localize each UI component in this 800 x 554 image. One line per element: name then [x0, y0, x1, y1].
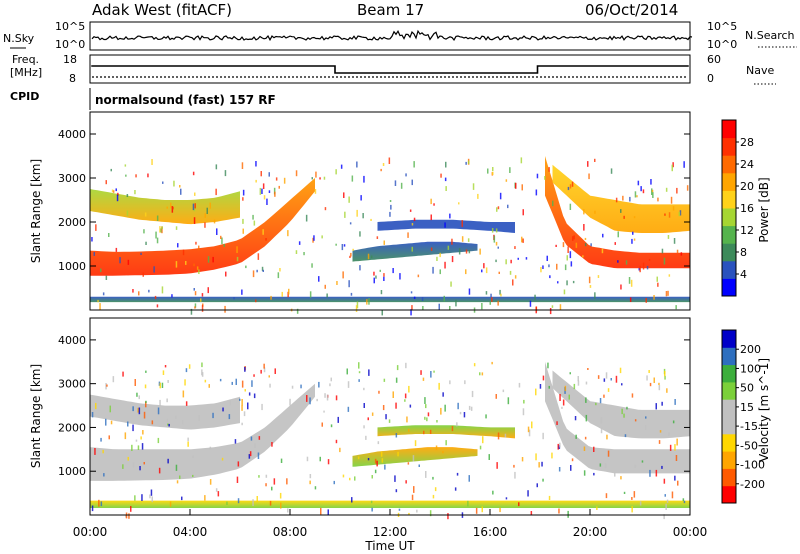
velocity-colorbar-segment: [722, 416, 736, 435]
velocity-colorbar-segment: [722, 399, 736, 417]
velocity-scatter-region: [90, 500, 690, 508]
velocity-ylabel: Slant Range [km]: [29, 364, 43, 468]
velocity-scatter-region: [90, 383, 315, 481]
frequency-panel: Freq. [MHz] 18 8 60 0 Nave: [10, 53, 776, 85]
station-title: Adak West (fitACF): [92, 1, 232, 19]
freq-ytick-top: 18: [63, 53, 77, 66]
time-xtick-label: 16:00: [473, 525, 508, 539]
power-colorbar-segment: [722, 208, 736, 227]
power-colorbar-label: Power [dB]: [757, 177, 771, 242]
power-scatter-region: [377, 219, 515, 233]
velocity-colorbar-segment: [722, 347, 736, 366]
velocity-speckle: [91, 361, 686, 520]
power-colorbar-tick: 20: [740, 180, 754, 193]
velocity-colorbar-tick: -100: [740, 459, 765, 472]
noise-rtick-top: 10^5: [707, 20, 737, 33]
noise-right-label: N.Search: [745, 29, 795, 42]
power-ylabel: Slant Range [km]: [29, 159, 43, 263]
velocity-colorbar-tick: -200: [740, 478, 765, 491]
power-scatter-region: [90, 178, 315, 276]
power-colorbar-segment: [722, 137, 736, 156]
power-scatter-region: [545, 156, 690, 269]
time-xtick-label: 12:00: [373, 525, 408, 539]
velocity-colorbar-label: Velocity [m s^-1]: [757, 358, 771, 462]
power-colorbar-tick: 4: [740, 268, 747, 281]
date-title: 06/Oct/2014: [585, 1, 678, 19]
velocity-ytick-label: 1000: [58, 465, 86, 478]
power-colorbar-segment: [722, 243, 736, 262]
power-colorbar-tick: 12: [740, 224, 754, 237]
velocity-colorbar-segment: [722, 468, 736, 487]
noise-panel: N.Sky 10^5 10^0 10^5 10^0 N.Search: [3, 20, 797, 51]
velocity-scatter-region: [377, 425, 515, 439]
velocity-scatter-region: [90, 394, 240, 430]
velocity-scatter-region: [545, 361, 690, 474]
freq-left-label-1: Freq.: [12, 53, 39, 66]
power-colorbar-tick: 8: [740, 246, 747, 259]
power-scatter-region: [90, 189, 240, 225]
noise-trace: [91, 29, 693, 42]
velocity-colorbar-tick: 100: [740, 362, 761, 375]
power-ytick-label: 1000: [58, 260, 86, 273]
velocity-colorbar-segment: [722, 451, 736, 469]
power-ytick-label: 2000: [58, 216, 86, 229]
power-colorbar-tick: 28: [740, 136, 754, 149]
velocity-colorbar-tick: 50: [740, 382, 754, 395]
power-panel: 1000 2000 3000 4000 Slant Range [km] 4 8 12 16…: [29, 111, 771, 316]
velocity-colorbar-segment: [722, 485, 736, 504]
velocity-colorbar-tick: -15: [740, 420, 758, 433]
velocity-colorbar-segment: [722, 330, 736, 348]
velocity-colorbar-tick: 15: [740, 401, 754, 414]
noise-ytick-bottom: 10^0: [55, 38, 85, 51]
power-speckle: [91, 157, 689, 316]
freq-rtick-top: 60: [707, 53, 721, 66]
time-xtick-label: 04:00: [173, 525, 208, 539]
power-colorbar-segment: [722, 155, 736, 174]
velocity-colorbar-tick: -50: [740, 439, 758, 452]
power-colorbar-tick: 16: [740, 202, 754, 215]
time-xlabel: Time UT: [364, 539, 415, 553]
velocity-scatter-region: [352, 447, 478, 467]
velocity-colorbar-segment: [722, 364, 736, 383]
velocity-ytick-label: 3000: [58, 378, 86, 391]
power-ytick-label: 3000: [58, 172, 86, 185]
velocity-colorbar-segment: [722, 381, 736, 400]
velocity-colorbar-segment: [722, 433, 736, 452]
cpid-text: normalsound (fast) 157 RF: [95, 93, 276, 107]
nave-label: Nave: [746, 64, 774, 77]
power-colorbar-segment: [722, 278, 736, 297]
velocity-ytick-label: 2000: [58, 421, 86, 434]
beam-title: Beam 17: [357, 1, 424, 19]
cpid-label: CPID: [10, 90, 39, 103]
velocity-colorbar-tick: 200: [740, 343, 761, 356]
power-colorbar-segment: [722, 120, 736, 139]
time-xtick-label: 08:00: [273, 525, 308, 539]
time-xtick-label: 00:00: [73, 525, 108, 539]
power-colorbar-segment: [722, 190, 736, 209]
freq-rtick-bottom: 0: [707, 72, 714, 85]
power-scatter-region: [90, 296, 690, 303]
velocity-ytick-label: 4000: [58, 334, 86, 347]
power-colorbar: 4 8 12 16 20 24 28: [721, 119, 754, 297]
power-colorbar-segment: [722, 260, 736, 279]
frequency-trace: [91, 65, 689, 74]
noise-left-label: N.Sky: [3, 32, 35, 45]
power-scatter-region: [552, 164, 690, 233]
power-colorbar-segment: [722, 225, 736, 244]
velocity-colorbar: -200 -100 -50 -15 15 50 100 200: [721, 329, 765, 504]
noise-rtick-bottom: 10^0: [707, 38, 737, 51]
freq-left-label-2: [MHz]: [10, 66, 42, 79]
power-colorbar-segment: [722, 172, 736, 191]
freq-ytick-bottom: 8: [69, 72, 76, 85]
noise-ytick-top: 10^5: [55, 20, 85, 33]
velocity-panel: 1000 2000 3000 4000 00:00 04:00 08:00 12:00 16:…: [29, 317, 771, 553]
velocity-scatter-region: [552, 370, 690, 439]
power-ytick-label: 4000: [58, 128, 86, 141]
power-colorbar-tick: 24: [740, 158, 754, 171]
time-xtick-label: 20:00: [573, 525, 608, 539]
power-scatter-region: [352, 241, 478, 262]
time-xtick-label: 00:00: [673, 525, 708, 539]
